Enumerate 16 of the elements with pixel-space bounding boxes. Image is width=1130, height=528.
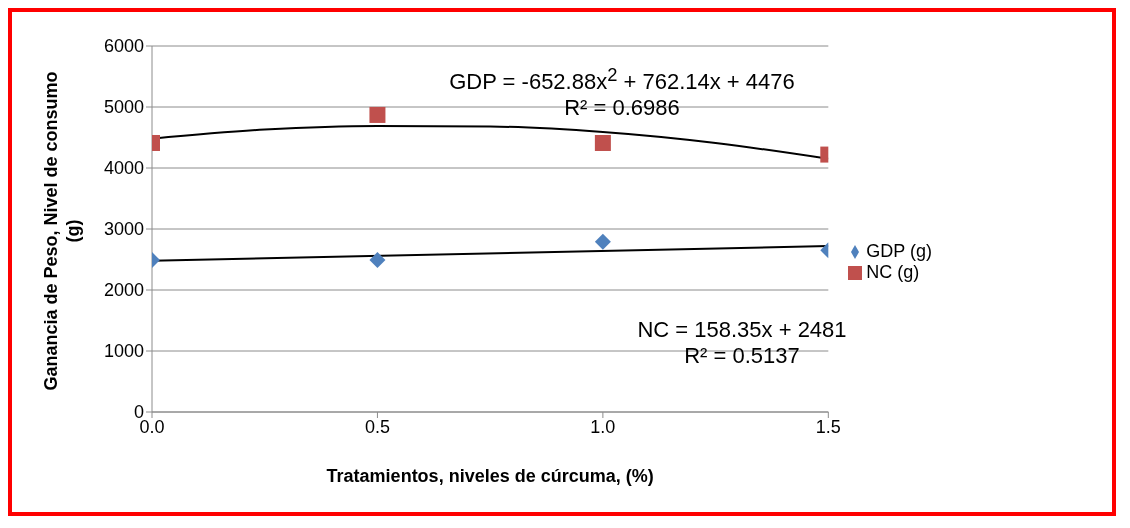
legend-label: NC (g) — [866, 262, 920, 282]
frame: GDP (g) NC (g) 0.0 0.5 1.0 1.5 Tratamientos, niveles de cúrcuma, (%) 0 1000 2000 3000 4000 5000 6000 Ganancia de Peso, Nivel de consumo (g) GDP = -652.88x$^{2}$ + 762.14x + 4476 R² = 0.6986 NC = 158.35x + 2481 R² = 0.5137 — [8, 8, 1116, 516]
y-tick-label: 6000 — [103, 36, 144, 57]
y-tick-label: 5000 — [103, 97, 144, 118]
y-tick-label: 2000 — [103, 280, 144, 301]
y-tick-label: 1000 — [103, 341, 144, 362]
y-axis-title: Ganancia de Peso, Nivel de consumo (g) — [40, 71, 84, 391]
y-tick-label: 4000 — [103, 158, 144, 179]
annotation: NC = 158.35x + 2481 R² = 0.5137 — [636, 317, 848, 369]
x-tick-label: 1.0 — [590, 416, 616, 437]
x-tick-label: 1.5 — [815, 416, 841, 437]
legend-label: GDP (g) — [866, 241, 932, 261]
x-axis-title: Tratamientos, niveles de cúrcuma, (%) — [326, 466, 654, 486]
x-tick-label: 0.5 — [364, 416, 390, 437]
annotation: GDP = -652.88x$^{2}$ + 762.14x + 4476 R² = 0.6986 — [448, 63, 796, 122]
y-tick-label: 3000 — [103, 219, 144, 240]
